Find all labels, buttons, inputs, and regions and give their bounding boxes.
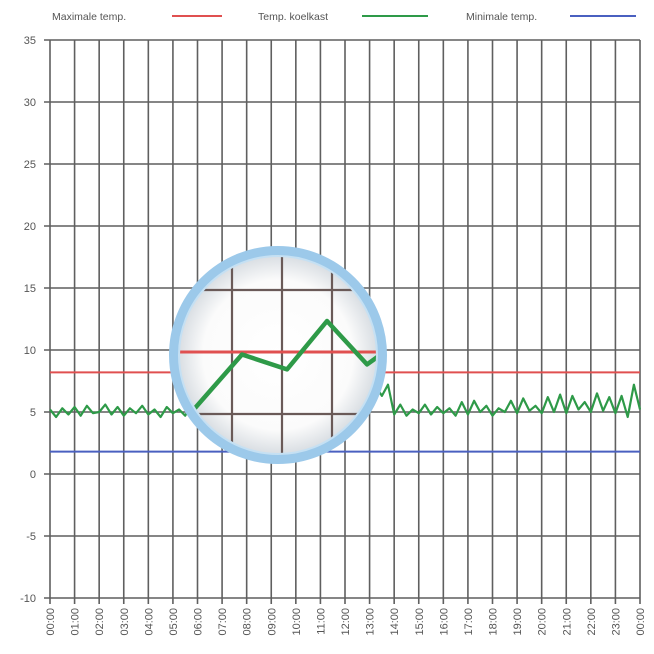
legend-label-min: Minimale temp. [466, 11, 537, 23]
legend: Maximale temp. Temp. koelkast Minimale t… [52, 11, 636, 23]
lens-content [178, 255, 378, 455]
x-tick-label: 04:00 [143, 608, 155, 636]
x-tick-label: 00:00 [635, 608, 647, 636]
x-tick-label: 23:00 [610, 608, 622, 636]
y-tick-label: 30 [24, 97, 36, 109]
x-tick-label: 02:00 [94, 608, 106, 636]
lens-fridge-temp-line [189, 318, 378, 414]
y-tick-label: 35 [24, 35, 36, 47]
x-tick-label: 07:00 [217, 608, 229, 636]
y-tick-label: 20 [24, 221, 36, 233]
x-tick-label: 21:00 [561, 608, 573, 636]
y-tick-label: 5 [30, 407, 36, 419]
x-tick-label: 08:00 [242, 608, 254, 636]
magnifier-lens [169, 246, 387, 464]
y-tick-label: -5 [26, 531, 36, 543]
x-tick-label: 09:00 [266, 608, 278, 636]
legend-label-koelkast: Temp. koelkast [258, 11, 328, 23]
y-tick-label: 25 [24, 159, 36, 171]
x-tick-label: 01:00 [70, 608, 82, 636]
x-tick-label: 11:00 [315, 608, 327, 635]
y-tick-label: 15 [24, 283, 36, 295]
x-tick-label: 14:00 [389, 608, 401, 636]
lens-rim [169, 246, 387, 464]
y-axis-tick-labels: 35 30 25 20 15 10 5 0 -5 -10 [20, 35, 36, 605]
y-tick-label: 10 [24, 345, 36, 357]
x-tick-label: 16:00 [438, 608, 450, 636]
x-tick-label: 10:00 [291, 608, 303, 636]
x-tick-label: 03:00 [119, 608, 131, 636]
x-tick-label: 05:00 [168, 608, 180, 636]
x-tick-label: 15:00 [414, 608, 426, 636]
x-tick-label: 00:00 [45, 608, 57, 636]
y-tick-label: -10 [20, 593, 36, 605]
x-tick-label: 22:00 [586, 608, 598, 636]
x-tick-label: 06:00 [193, 608, 205, 636]
lens-rim-inner [178, 255, 378, 455]
x-tick-label: 13:00 [365, 608, 377, 636]
legend-label-max: Maximale temp. [52, 11, 126, 23]
x-axis-tick-labels: 00:00 01:00 02:00 03:00 04:00 05:00 06:00 07:00… [45, 608, 647, 636]
y-tick-label: 0 [30, 469, 36, 481]
x-tick-label: 20:00 [537, 608, 549, 636]
x-tick-label: 19:00 [512, 608, 524, 636]
lens-background [178, 255, 378, 455]
x-tick-label: 17:00 [463, 608, 475, 636]
x-tick-label: 18:00 [488, 608, 500, 636]
x-tick-label: 12:00 [340, 608, 352, 636]
